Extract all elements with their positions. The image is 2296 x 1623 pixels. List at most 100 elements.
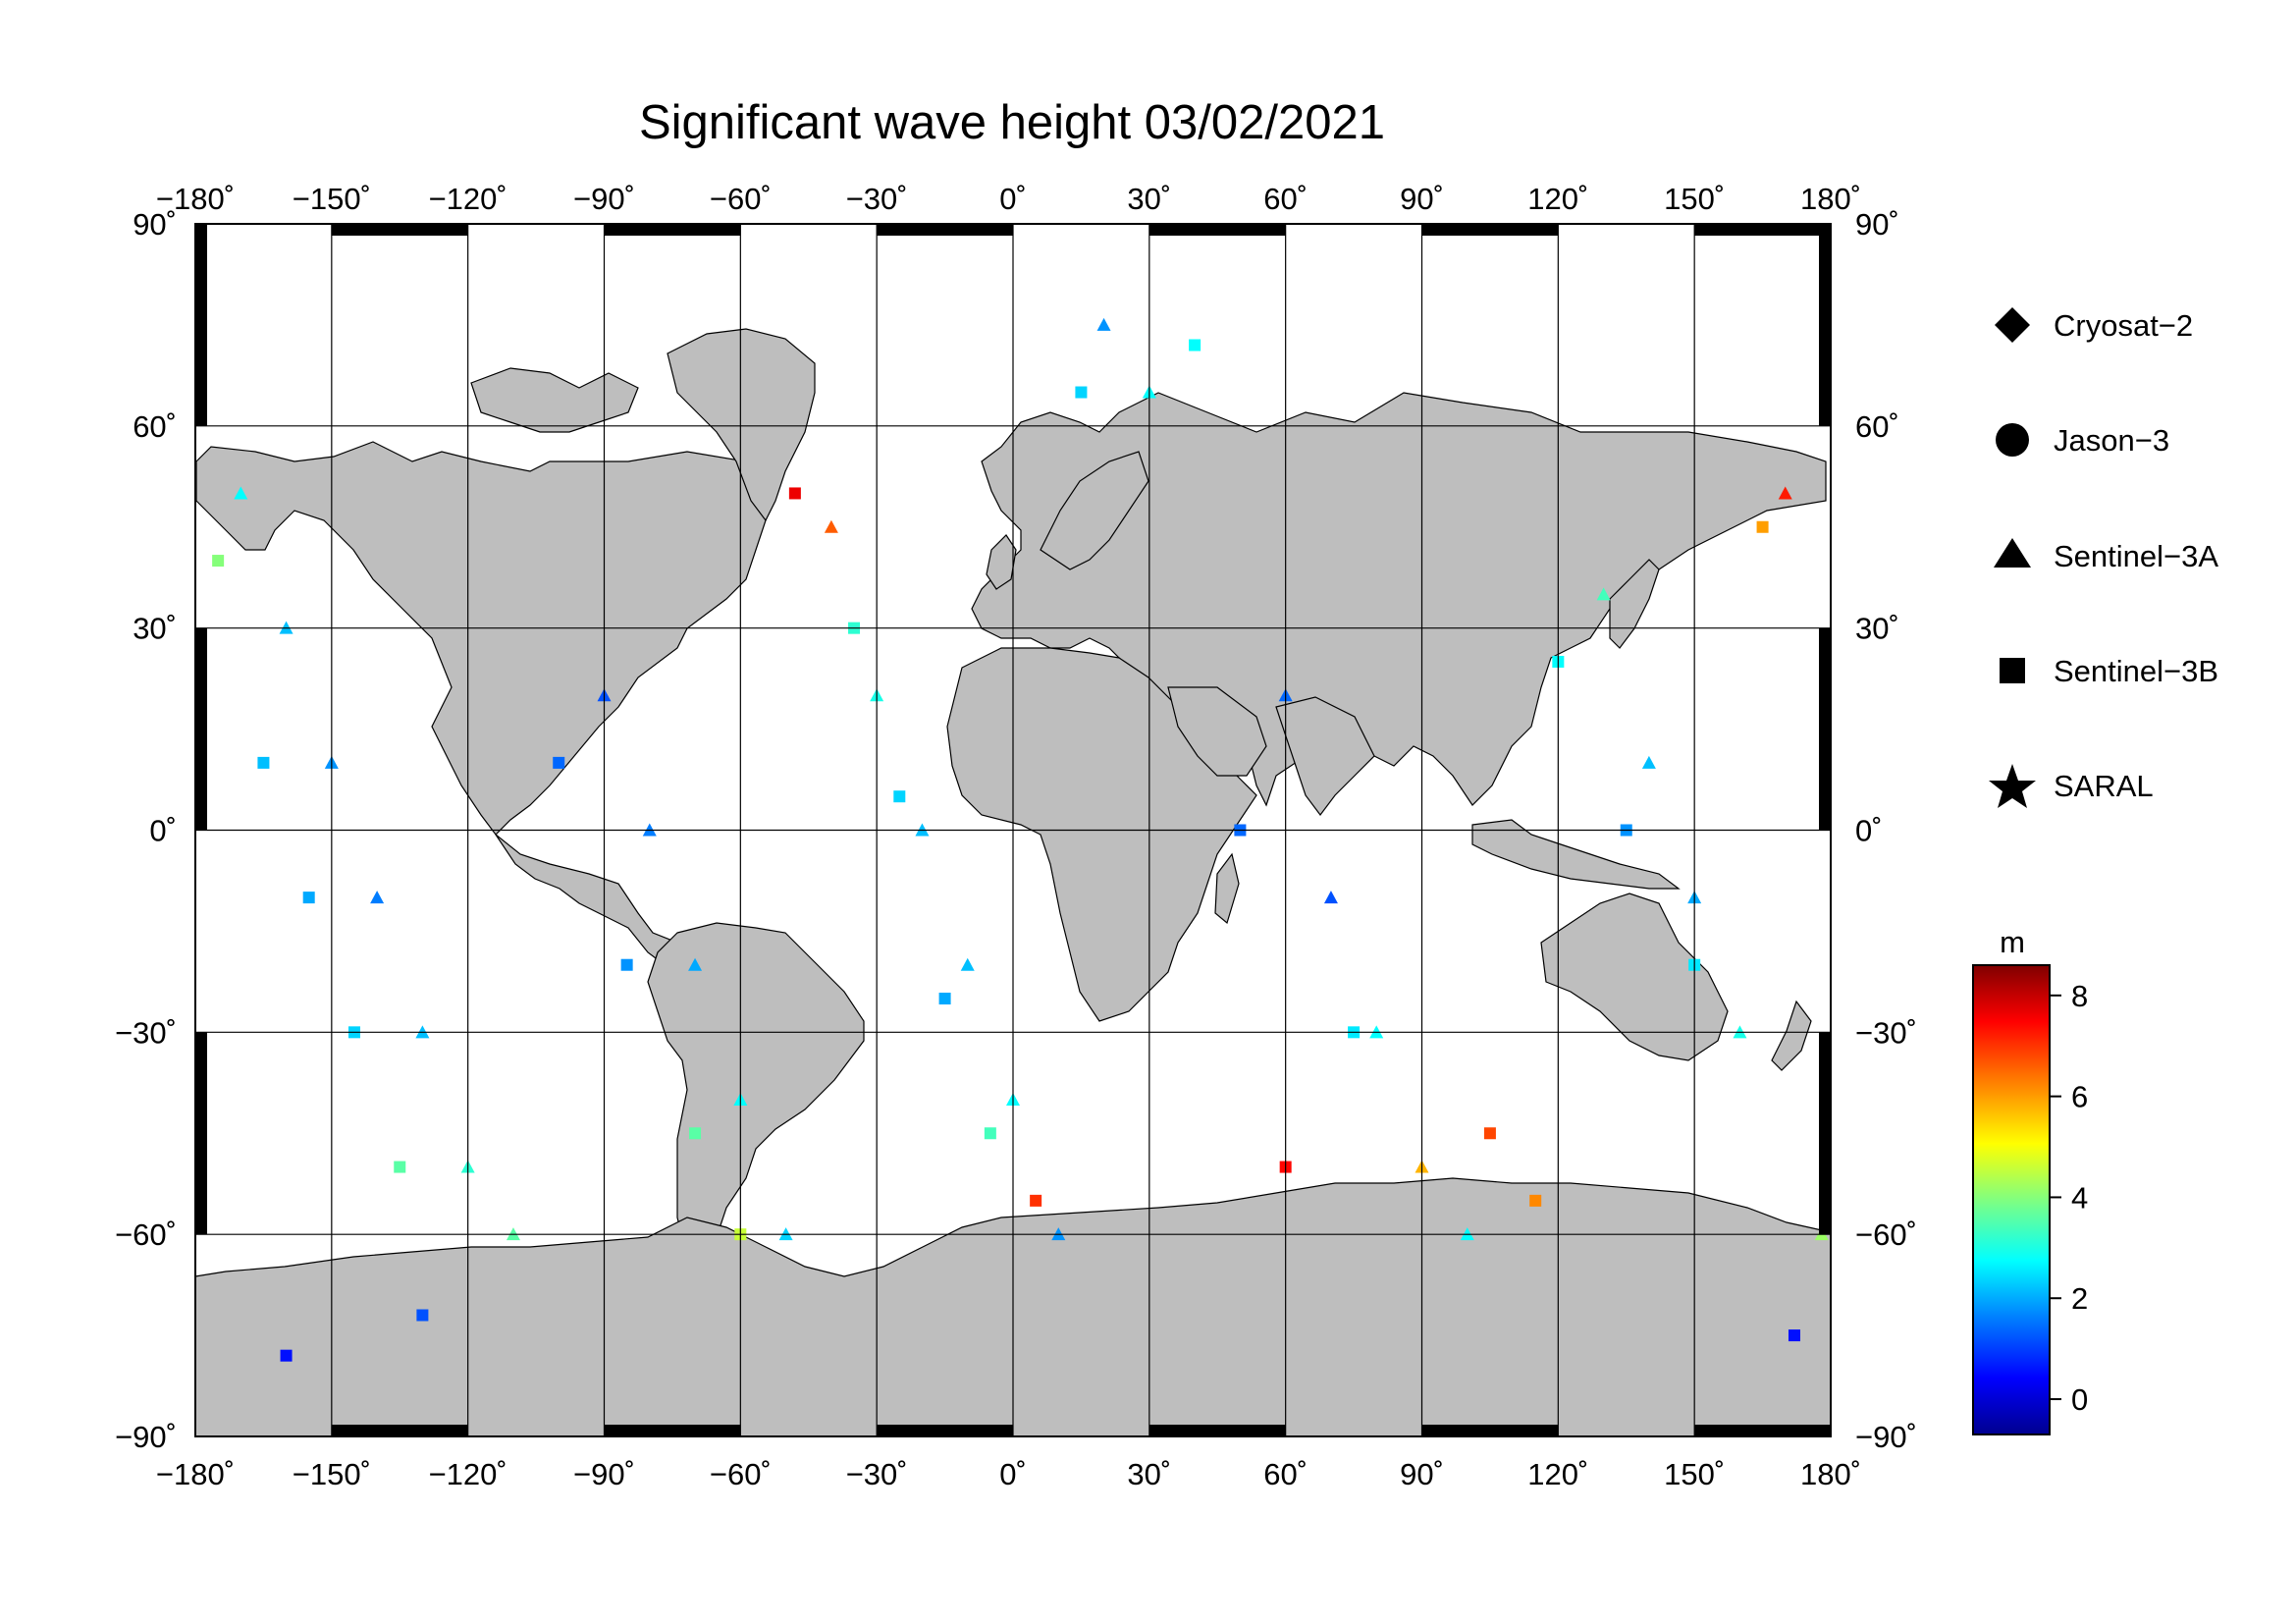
legend-label: Sentinel−3A (2054, 539, 2218, 573)
sentinel-3b-point (394, 1161, 406, 1173)
sentinel-3b-point (212, 555, 225, 568)
graticule (195, 224, 1831, 1436)
lon-tick-label-top: 90˚ (1400, 182, 1444, 216)
lon-tick-label-bottom: −30˚ (846, 1457, 908, 1491)
frame-bar-right (1819, 224, 1831, 426)
sentinel-3a-point (1596, 587, 1611, 601)
lat-tick-label-left: 30˚ (133, 612, 177, 646)
sentinel-3b-point (984, 1127, 996, 1140)
lon-tick-label-top: −150˚ (293, 182, 371, 216)
lat-tick-label-right: −90˚ (1855, 1420, 1917, 1454)
frame-bar-top (1694, 224, 1831, 236)
frame-bar-bottom (877, 1425, 1013, 1436)
lon-tick-label-top: 0˚ (999, 182, 1027, 216)
sentinel-3b-point (280, 1349, 293, 1362)
lon-tick-label-top: 180˚ (1800, 182, 1861, 216)
colorbar-tick-label: 4 (2071, 1180, 2088, 1215)
lon-tick-label-bottom: −150˚ (293, 1457, 371, 1491)
sentinel-3b-point (1756, 520, 1769, 533)
colorbar-tick-label: 6 (2071, 1080, 2088, 1114)
lat-tick-label-right: 90˚ (1855, 207, 1899, 242)
frame-bar-top (604, 224, 741, 236)
land-madagascar (1214, 852, 1240, 925)
sentinel-3b-point (1788, 1329, 1800, 1342)
lon-tick-label-top: 30˚ (1127, 182, 1171, 216)
sentinel-3a-point (688, 957, 703, 971)
sentinel-3b-point (257, 756, 270, 769)
land-scandinavia (1040, 451, 1149, 570)
colorbar-tick-label: 0 (2071, 1382, 2088, 1417)
sentinel-3b-point (893, 790, 906, 803)
legend-item-jason-3: Jason−3 (1996, 423, 2169, 458)
lon-tick-label-bottom: −180˚ (156, 1457, 235, 1491)
sentinel-3a-point (370, 891, 385, 904)
lat-tick-label-right: 60˚ (1855, 409, 1899, 444)
frame-bar-left (195, 1032, 207, 1235)
chart-title: Significant wave height 03/02/2021 (639, 96, 1385, 149)
legend-label: Jason−3 (2054, 423, 2169, 458)
legend-item-sentinel-3a: Sentinel−3A (1994, 538, 2218, 573)
diamond-marker-icon (1995, 307, 2030, 343)
lat-tick-label-right: 30˚ (1855, 612, 1899, 646)
sentinel-3a-point (1778, 486, 1792, 500)
land-australia (1540, 893, 1729, 1061)
circle-marker-icon (1996, 423, 2029, 457)
sentinel-3b-point (938, 993, 951, 1005)
sentinel-3a-point (234, 486, 248, 500)
lon-tick-label-top: −30˚ (846, 182, 908, 216)
lon-tick-label-bottom: 30˚ (1127, 1457, 1171, 1491)
frame-bar-right (1819, 627, 1831, 831)
legend-item-cryosat-2: Cryosat−2 (1995, 307, 2193, 343)
lat-tick-label-left: 90˚ (133, 207, 177, 242)
lon-tick-label-bottom: −90˚ (573, 1457, 635, 1491)
colorbar-tick-label: 2 (2071, 1281, 2088, 1316)
lat-tick-label-right: −60˚ (1855, 1217, 1917, 1252)
colorbar: m 8 6 4 2 0 (1972, 925, 2088, 1435)
lon-tick-label-top: 120˚ (1527, 182, 1588, 216)
sentinel-3b-point (416, 1309, 429, 1322)
legend-label: Cryosat−2 (2054, 308, 2193, 343)
frame-bar-top (331, 224, 468, 236)
sentinel-3b-point (1483, 1127, 1496, 1140)
lon-tick-label-bottom: 120˚ (1527, 1457, 1588, 1491)
frame-bar-bottom (1421, 1425, 1559, 1436)
legend-label: Sentinel−3B (2054, 654, 2218, 688)
lat-tick-label-left: −60˚ (115, 1217, 177, 1252)
land-arctic-islands (470, 367, 639, 433)
lat-tick-label-left: −90˚ (115, 1420, 177, 1454)
legend: Cryosat−2 Jason−3 Sentinel−3A Sentinel−3… (1989, 307, 2218, 808)
frame-bar-bottom (604, 1425, 741, 1436)
land-indonesia (1471, 819, 1681, 890)
colorbar-unit-label: m (2000, 925, 2025, 959)
lat-tick-label-right: 0˚ (1855, 814, 1883, 848)
lat-tick-label-right: −30˚ (1855, 1015, 1917, 1050)
frame-bar-left (195, 224, 207, 426)
frame-bar-bottom (331, 1425, 468, 1436)
sentinel-3a-point (960, 957, 975, 971)
colorbar-gradient (1972, 964, 2051, 1435)
frame-bar-left (195, 627, 207, 831)
legend-item-saral: SARAL (1989, 764, 2154, 808)
square-marker-icon (2000, 658, 2025, 683)
land-arabia (1167, 686, 1267, 777)
frame-bar-right (1819, 1032, 1831, 1235)
frame-bar-top (877, 224, 1013, 236)
land-new-zealand (1771, 1000, 1812, 1071)
land-north-america (195, 441, 776, 836)
map-area (194, 223, 1832, 1437)
lon-tick-label-top: −90˚ (573, 182, 635, 216)
lon-tick-label-top: −60˚ (710, 182, 772, 216)
land-africa (946, 647, 1257, 1022)
lon-tick-label-top: 150˚ (1664, 182, 1725, 216)
legend-item-sentinel-3b: Sentinel−3B (2000, 654, 2218, 688)
sentinel-3b-point (1189, 339, 1201, 352)
land-british-isles (986, 534, 1017, 590)
lat-tick-label-left: 0˚ (149, 814, 177, 848)
triangle-marker-icon (1994, 538, 2031, 568)
lon-tick-label-top: −180˚ (156, 182, 235, 216)
frame-bar-top (1148, 224, 1286, 236)
sentinel-3b-point (1030, 1194, 1042, 1207)
sentinel-3b-point (689, 1127, 702, 1140)
frame-bar-bottom (1148, 1425, 1286, 1436)
